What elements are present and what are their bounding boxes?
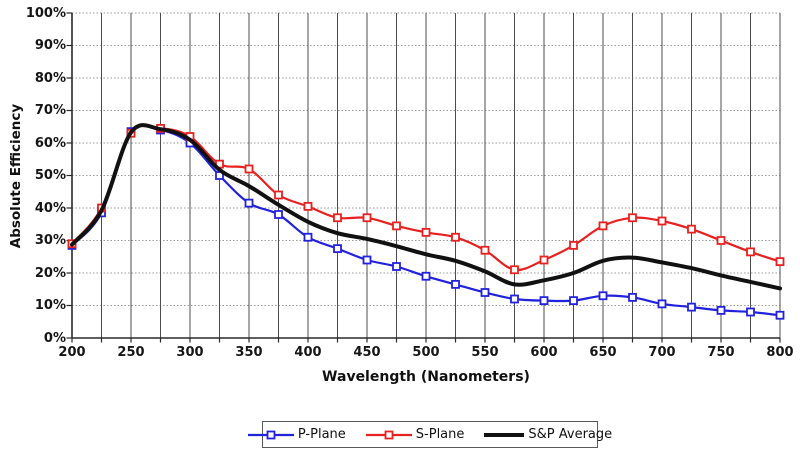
x-tick-label: 400 bbox=[294, 345, 322, 360]
plot-area bbox=[66, 12, 785, 343]
data-point-marker bbox=[569, 240, 578, 250]
data-point-marker bbox=[628, 213, 637, 223]
s-plane-line-sample-icon bbox=[365, 430, 412, 439]
y-tick-label: 60% bbox=[34, 135, 66, 151]
x-tick-label: 200 bbox=[58, 345, 86, 360]
y-tick-label: 50% bbox=[34, 168, 66, 183]
x-tick-label: 550 bbox=[471, 345, 499, 360]
x-tick-label: 650 bbox=[589, 345, 617, 360]
x-tick-label: 800 bbox=[766, 345, 794, 360]
data-point-marker bbox=[539, 255, 549, 265]
data-point-marker bbox=[244, 198, 254, 208]
data-point-marker bbox=[687, 224, 696, 234]
data-point-marker bbox=[303, 232, 313, 242]
x-axis-title: Wavelength (Nanometers) bbox=[322, 369, 530, 385]
y-tick-label: 20% bbox=[34, 265, 66, 281]
data-point-marker bbox=[392, 221, 401, 231]
data-point-marker bbox=[510, 265, 519, 275]
data-point-marker bbox=[480, 288, 490, 297]
data-point-marker bbox=[775, 310, 785, 320]
data-point-marker bbox=[244, 164, 254, 174]
y-tick-label: 30% bbox=[34, 233, 66, 248]
y-tick-label: 0% bbox=[43, 330, 66, 346]
data-point-marker bbox=[392, 262, 401, 271]
legend-marker bbox=[266, 430, 276, 439]
data-point-marker bbox=[628, 292, 637, 302]
data-point-marker bbox=[333, 213, 342, 223]
data-point-marker bbox=[657, 216, 667, 226]
data-point-marker bbox=[333, 244, 342, 254]
x-tick-label: 450 bbox=[353, 345, 381, 360]
series-line-s-p-average bbox=[70, 123, 782, 291]
data-point-marker bbox=[687, 302, 696, 312]
legend-label-p-plane: P-Plane bbox=[297, 427, 346, 442]
data-point-marker bbox=[303, 201, 313, 211]
y-tick-label: 90% bbox=[34, 38, 66, 53]
data-point-marker bbox=[451, 279, 460, 289]
legend-marker bbox=[384, 430, 394, 439]
data-point-marker bbox=[746, 307, 755, 317]
data-point-marker bbox=[362, 255, 372, 265]
x-tick-label: 300 bbox=[176, 345, 204, 360]
data-point-marker bbox=[480, 245, 490, 255]
legend: P-Plane S-Plane S&P Average bbox=[247, 421, 612, 448]
legend-label-sp-average: S&P Average bbox=[528, 427, 613, 442]
data-point-marker bbox=[274, 190, 283, 200]
x-tick-label: 700 bbox=[648, 345, 676, 360]
y-tick-label: 100% bbox=[25, 5, 66, 21]
data-point-marker bbox=[716, 236, 726, 245]
legend-item-s-plane: S-Plane bbox=[365, 427, 465, 442]
data-point-marker bbox=[510, 294, 519, 304]
data-point-marker bbox=[775, 257, 785, 267]
legend-item-p-plane: P-Plane bbox=[247, 427, 346, 442]
sp-average-line-sample-icon bbox=[484, 432, 525, 437]
legend-item-sp-average: S&P Average bbox=[484, 427, 612, 442]
p-plane-line-sample-icon bbox=[247, 430, 294, 439]
data-point-marker bbox=[274, 210, 283, 219]
data-point-marker bbox=[657, 299, 667, 309]
x-tick-label: 750 bbox=[707, 345, 735, 360]
data-point-marker bbox=[746, 247, 755, 257]
y-tick-label: 70% bbox=[34, 103, 66, 118]
data-point-marker bbox=[421, 271, 431, 281]
y-tick-label: 10% bbox=[34, 298, 66, 313]
data-point-marker bbox=[716, 305, 726, 315]
x-tick-label: 350 bbox=[235, 345, 263, 360]
data-point-marker bbox=[598, 221, 608, 231]
legend-label-s-plane: S-Plane bbox=[415, 427, 465, 442]
x-tick-label: 250 bbox=[117, 345, 145, 360]
x-tick-label: 500 bbox=[412, 345, 440, 360]
data-point-marker bbox=[539, 296, 549, 306]
data-point-marker bbox=[421, 227, 431, 237]
data-point-marker bbox=[451, 232, 460, 242]
y-tick-label: 40% bbox=[34, 200, 66, 216]
x-tick-label: 600 bbox=[530, 345, 558, 360]
data-point-marker bbox=[598, 291, 608, 301]
y-tick-label: 80% bbox=[34, 70, 66, 86]
data-point-marker bbox=[362, 213, 372, 223]
data-point-marker bbox=[569, 296, 578, 306]
